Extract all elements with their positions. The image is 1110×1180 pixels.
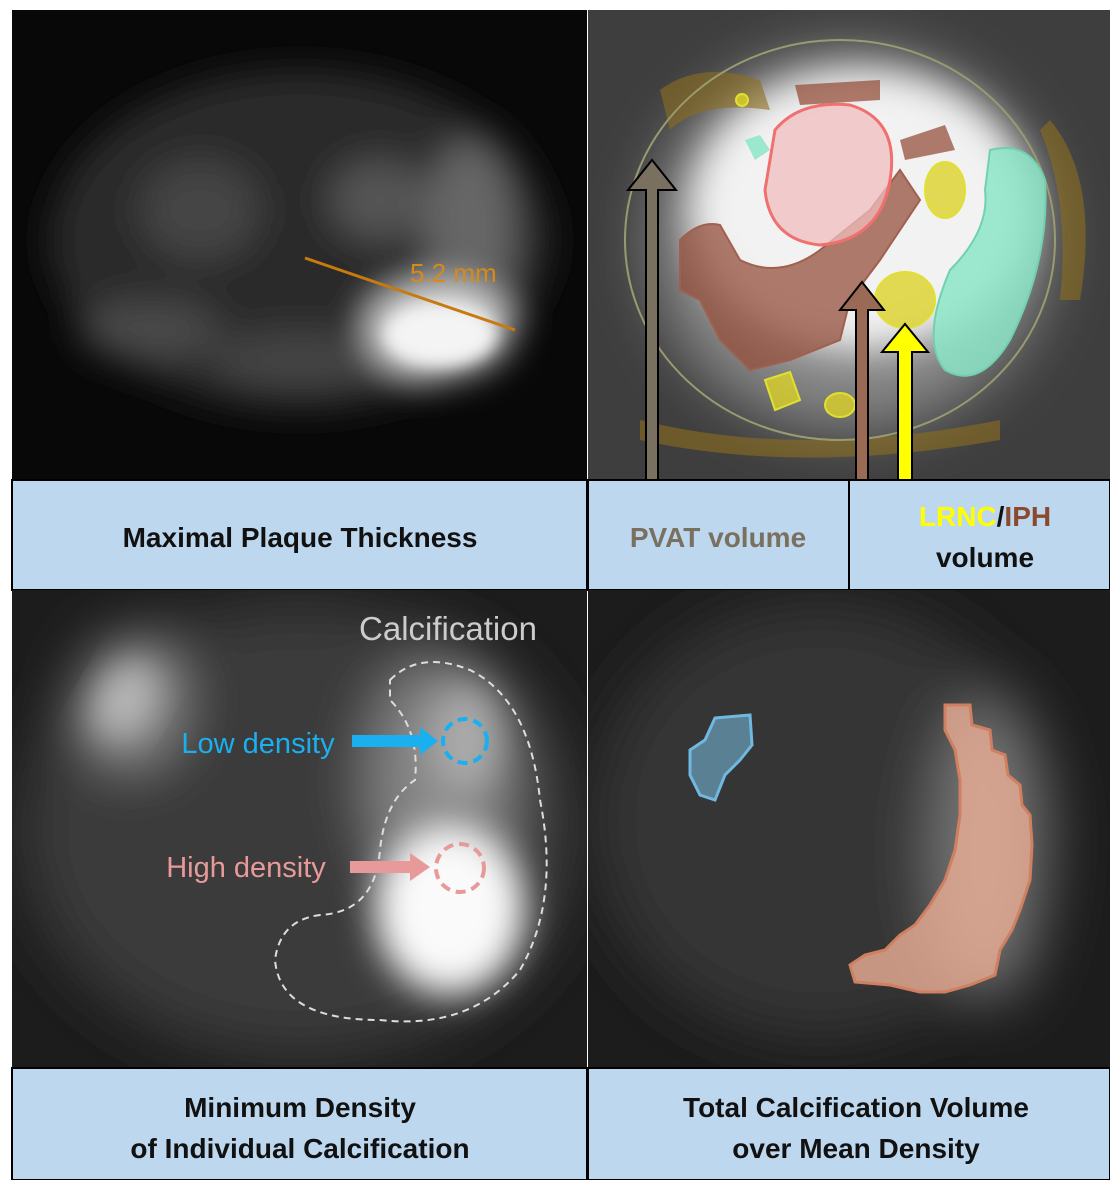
iph-arrow (837, 280, 887, 480)
measurement-label: 5.2 mm (410, 258, 497, 288)
caption: over Mean Density (732, 1133, 980, 1164)
pvat-arrow (625, 158, 679, 480)
annotation: High density (166, 852, 326, 884)
image-thickness: 5.2 mm (12, 10, 587, 480)
bottom-captions: Minimum Density of Individual Calcificat… (11, 1067, 1110, 1180)
caption-part: IPH (1004, 501, 1051, 532)
annotation: Low density (181, 728, 335, 760)
caption: LRNC/IPH (919, 501, 1051, 532)
image-density: Calcification Low density High density (12, 590, 587, 1068)
caption: Minimum Density (184, 1092, 416, 1123)
image-volumes (588, 10, 1110, 480)
caption: Maximal Plaque Thickness (123, 522, 478, 553)
thickness-line (304, 256, 516, 332)
lrnc-arrow (879, 322, 931, 480)
caption: volume (936, 542, 1034, 573)
caption: Total Calcification Volume (683, 1092, 1029, 1123)
caption-part: / (997, 501, 1005, 532)
caption: PVAT volume (630, 522, 806, 553)
image-calcification (588, 590, 1110, 1068)
caption: of Individual Calcification (130, 1133, 469, 1164)
caption-part: LRNC (919, 501, 997, 532)
annotation: Calcification (359, 610, 537, 647)
top-captions: Maximal Plaque Thickness PVAT volume LRN… (11, 479, 1110, 591)
